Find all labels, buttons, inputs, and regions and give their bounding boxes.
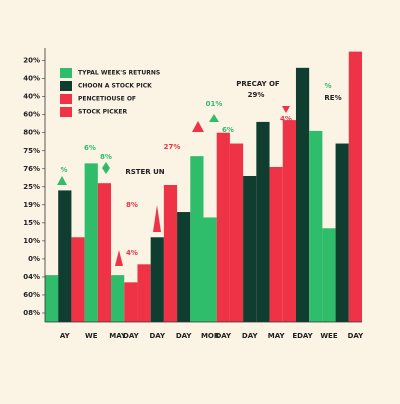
y-tick-label: 04%	[23, 273, 40, 281]
legend-label: TYPAL WEEK'S RETURNS	[78, 70, 160, 77]
annotation: 27%	[164, 143, 181, 151]
y-tick-label: 40%	[23, 75, 40, 83]
bar	[71, 237, 85, 322]
x-tick-label: DAY	[123, 332, 140, 340]
bar	[203, 217, 217, 322]
bar	[348, 51, 362, 323]
y-tick-label: 80%	[23, 129, 40, 137]
y-tick-label: 76%	[23, 165, 40, 173]
annotation: RSTER UN	[125, 168, 164, 176]
arrow	[282, 106, 290, 113]
bar	[45, 275, 59, 322]
bar	[269, 166, 283, 322]
bar	[163, 185, 178, 322]
legend-swatch	[60, 107, 72, 117]
annotation: 8%	[126, 201, 138, 209]
annotation: PRECAY OF	[236, 80, 280, 88]
bar	[111, 275, 125, 322]
x-tick-label: DAY	[176, 332, 193, 340]
bar	[216, 132, 230, 322]
x-tick-label: AY	[60, 332, 71, 340]
bar	[229, 143, 244, 322]
bar	[124, 282, 138, 322]
y-tick-label: 20%	[23, 57, 40, 65]
y-tick-label: 25%	[23, 183, 40, 191]
bar	[335, 143, 349, 322]
arrow	[209, 114, 219, 122]
arrow	[153, 205, 161, 232]
legend-swatch	[60, 81, 72, 91]
y-tick-label: 40%	[23, 93, 40, 101]
bar	[190, 156, 204, 322]
bar	[243, 175, 257, 322]
y-tick-label: 0%	[28, 255, 40, 263]
x-tick-label: MAY	[109, 332, 127, 340]
annotation: 6%	[84, 144, 96, 152]
bar	[177, 212, 191, 322]
annotation: %	[324, 82, 331, 90]
bar	[150, 237, 164, 322]
bar	[309, 130, 323, 322]
y-tick-label: 60%	[23, 291, 40, 299]
arrow	[102, 162, 110, 174]
bar	[282, 120, 296, 323]
y-tick-label: 08%	[23, 309, 40, 317]
arrow	[115, 250, 123, 266]
annotation: RE%	[324, 94, 341, 102]
bar	[295, 67, 310, 322]
x-tick-label: DAY	[149, 332, 166, 340]
legend-label: CHOON A STOCK PICK	[78, 83, 152, 90]
y-tick-label: 15%	[23, 219, 40, 227]
x-tick-label: DAY	[242, 332, 259, 340]
bar	[256, 121, 270, 322]
legend-swatch	[60, 68, 72, 78]
x-tick-label: EDAY	[292, 332, 313, 340]
bar	[322, 228, 336, 322]
x-tick-label: WE	[85, 332, 98, 340]
x-tick-label: MOR	[201, 332, 220, 340]
legend-swatch	[60, 94, 72, 104]
arrow	[57, 176, 67, 185]
legend-label: STOCK PICKER	[78, 109, 127, 116]
legend-label: PENCETIOUSE OF	[78, 96, 136, 103]
x-tick-label: MAY	[268, 332, 286, 340]
bar	[97, 183, 112, 322]
x-tick-label: DAY	[215, 332, 232, 340]
annotation: 4%	[280, 115, 292, 123]
x-tick-label: WEE	[320, 332, 338, 340]
x-tick-label: DAY	[348, 332, 365, 340]
bar	[137, 264, 151, 322]
bar	[84, 163, 98, 322]
y-tick-label: 60%	[23, 111, 40, 119]
arrow	[192, 121, 204, 132]
y-tick-label: 75%	[23, 147, 40, 155]
annotation: 01%	[206, 100, 223, 108]
annotation: 8%	[100, 153, 112, 161]
bar	[58, 190, 72, 322]
y-tick-label: 19%	[23, 201, 40, 209]
annotation: 4%	[126, 249, 138, 257]
annotation: 29%	[248, 91, 265, 99]
annotation: %	[60, 166, 67, 174]
y-tick-label: 10%	[23, 237, 40, 245]
annotation: 6%	[222, 126, 234, 134]
